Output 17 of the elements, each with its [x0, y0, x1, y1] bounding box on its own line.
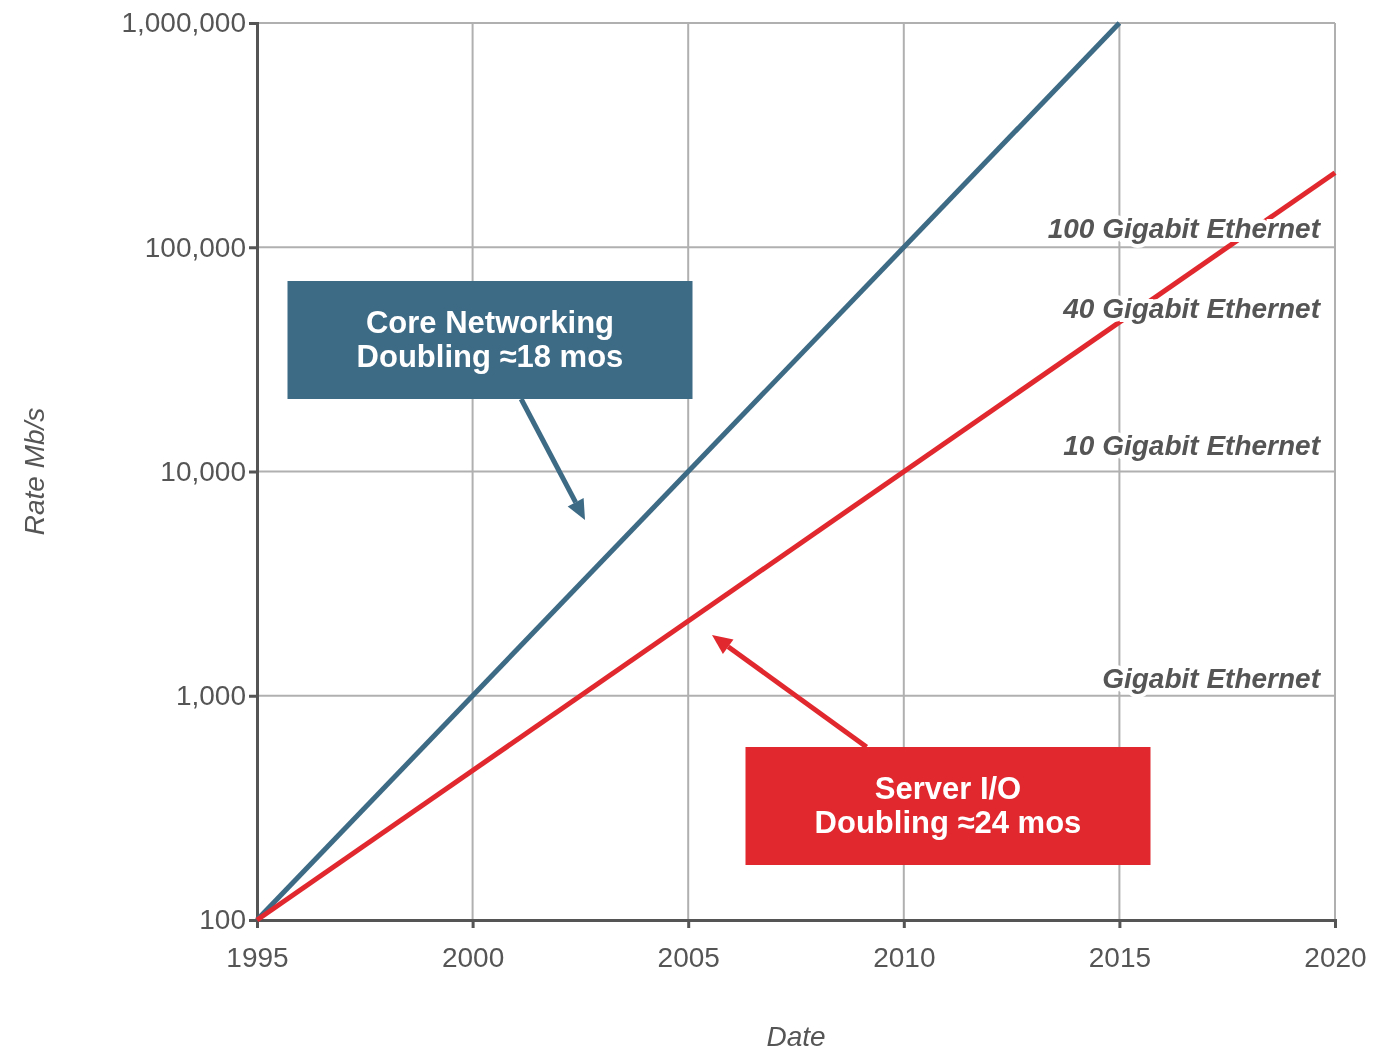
- annotation: Server I/O Doubling ≈24 mos: [814, 771, 1082, 840]
- y-tick-label: 1,000: [175, 680, 246, 712]
- annotation: 10 Gigabit Ethernet: [1063, 430, 1322, 461]
- x-tick-label: 2005: [657, 942, 720, 974]
- y-axis-title: Rate Mb/s: [19, 407, 50, 536]
- x-tick-label: 1995: [226, 942, 289, 974]
- x-axis-title: Date: [766, 1021, 826, 1052]
- x-tick-label: 2020: [1304, 942, 1367, 974]
- annotation: Gigabit Ethernet: [1102, 663, 1322, 694]
- y-tick-label: 100,000: [144, 231, 246, 263]
- y-tick-label: 1,000,000: [121, 7, 246, 39]
- x-tick-label: 2010: [873, 942, 936, 974]
- x-tick-label: 2015: [1088, 942, 1152, 974]
- y-tick-label: 10,000: [160, 455, 246, 487]
- y-tick-label: 100: [199, 904, 246, 936]
- annotation: Core Networking Doubling ≈18 mos: [356, 305, 624, 374]
- x-tick-label: 2000: [441, 942, 505, 974]
